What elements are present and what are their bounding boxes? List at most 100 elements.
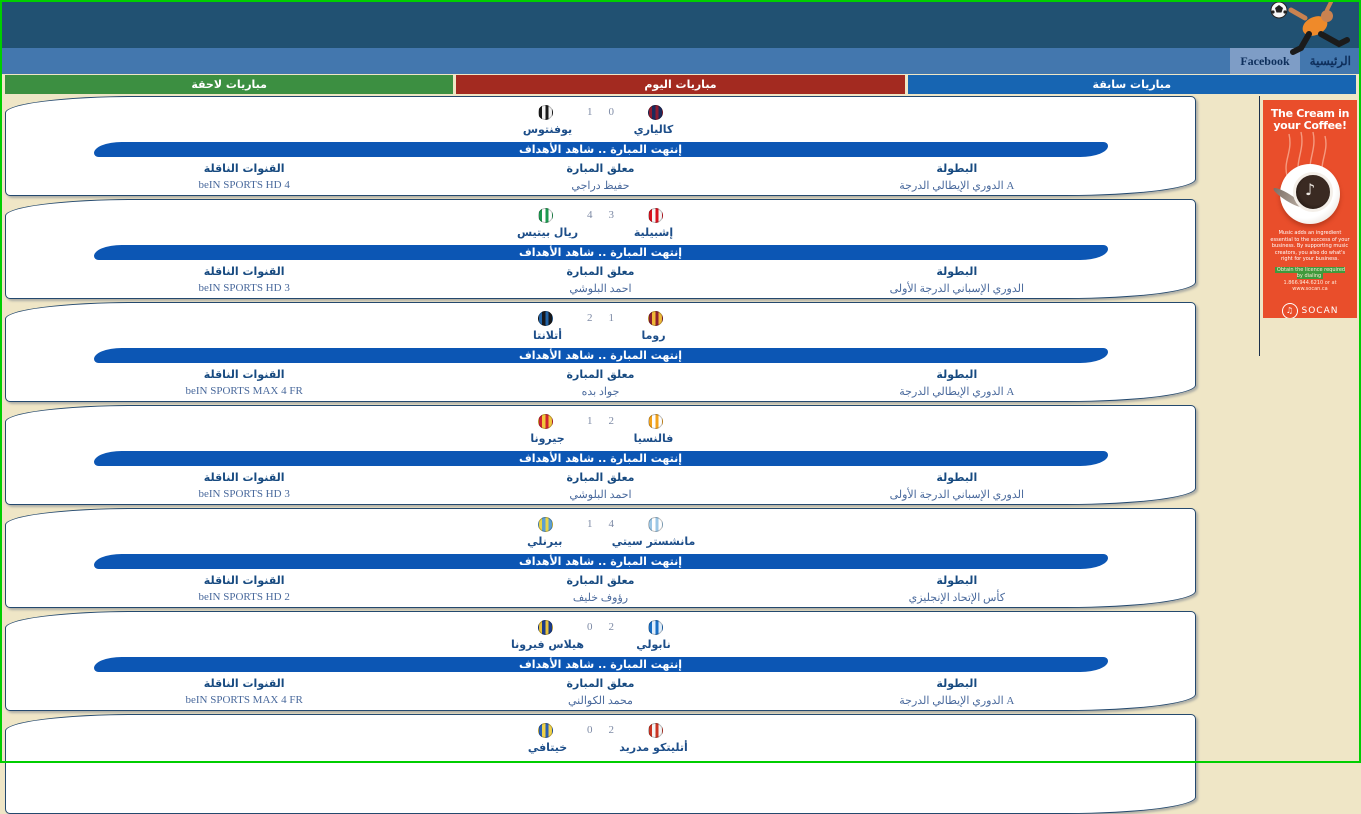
score-row: 4 3 [6, 200, 1195, 223]
socan-brand-row: ♫ SOCAN [1263, 302, 1357, 318]
tab-previous-matches[interactable]: مباريات سابقة [907, 75, 1356, 94]
team-names-row: ريال بيتيس إشبيلية [6, 226, 1195, 242]
score-right: 1 [608, 312, 615, 324]
team-name-left[interactable]: خيتافي [527, 741, 568, 754]
league-column: البطولة الدوري الإيطالي الدرجة A [779, 162, 1135, 192]
team-names-row: يوفنتوس كالياري [6, 123, 1195, 139]
team-name-right[interactable]: روما [641, 329, 666, 342]
score-left: 1 [587, 415, 593, 427]
team-logo [538, 516, 553, 532]
team-logo [648, 310, 663, 326]
match-tabs: مباريات لاحقة مباريات اليوم مباريات سابق… [5, 75, 1356, 94]
watch-goals-banner[interactable]: إنتهت المبارة .. شاهد الأهداف [93, 245, 1108, 260]
channels-column: القنوات الناقلة beIN SPORTS MAX 4 FR [66, 677, 422, 707]
team-logo [538, 413, 553, 429]
team-name-right[interactable]: فالنسيا [633, 432, 674, 445]
league-column: البطولة الدوري الإسباني الدرجة الأولى [779, 265, 1135, 295]
team-name-left[interactable]: جيرونا [530, 432, 565, 445]
tab-upcoming-matches[interactable]: مباريات لاحقة [5, 75, 454, 94]
channels-label: القنوات الناقلة [203, 368, 285, 381]
channels-label: القنوات الناقلة [203, 471, 285, 484]
channels-column: القنوات الناقلة beIN SPORTS MAX 4 FR [66, 368, 422, 398]
score-row: 0 2 [6, 715, 1195, 738]
match-info-row: القنوات الناقلة beIN SPORTS HD 3 معلق ال… [6, 471, 1195, 501]
commentator-column: معلق المبارة رؤوف خليف [422, 574, 778, 604]
channels-label: القنوات الناقلة [203, 677, 285, 690]
ad-body-text: Music adds an ingredient essential to th… [1270, 230, 1350, 262]
channel-value: beIN SPORTS MAX 4 FR [185, 385, 303, 397]
team-logo [538, 722, 553, 738]
league-label: البطولة [936, 162, 978, 175]
score-right: 2 [608, 415, 615, 427]
match-info-row: القنوات الناقلة beIN SPORTS MAX 4 FR معل… [6, 677, 1195, 707]
team-logo [538, 104, 553, 120]
channels-column: القنوات الناقلة beIN SPORTS HD 3 [66, 471, 422, 501]
team-name-left[interactable]: أتلانتا [532, 329, 562, 342]
score-left: 4 [587, 209, 593, 221]
team-name-right[interactable]: أتليتكو مدريد [619, 741, 688, 754]
match-card: 2 1 أتلانتا روما إنتهت المبارة .. شاهد ا… [5, 302, 1196, 402]
commentator-value: احمد البلوشي [569, 283, 632, 295]
match-card: 1 0 يوفنتوس كالياري إنتهت المبارة .. شاه… [5, 96, 1196, 196]
commentator-value: حفيظ دراجي [571, 180, 630, 192]
team-name-left[interactable]: ريال بيتيس [516, 226, 579, 239]
sidebar-divider [1259, 96, 1260, 356]
commentator-value: محمد الكوالني [568, 695, 633, 707]
nav-home-link[interactable]: الرئيسية [1309, 53, 1351, 68]
score-row: 1 0 [6, 97, 1195, 120]
score-left: 0 [587, 621, 593, 633]
watch-goals-banner[interactable]: إنتهت المبارة .. شاهد الأهداف [93, 451, 1108, 466]
league-column: البطولة الدوري الإيطالي الدرجة A [779, 677, 1135, 707]
team-name-left[interactable]: يوفنتوس [522, 123, 573, 136]
commentator-label: معلق المبارة [566, 677, 635, 690]
team-names-row: خيتافي أتليتكو مدريد [6, 741, 1195, 757]
team-name-right[interactable]: مانشستر سيتي [611, 535, 696, 548]
socan-brand-name: SOCAN [1301, 305, 1339, 316]
commentator-label: معلق المبارة [566, 471, 635, 484]
commentator-value: جواد بده [581, 386, 620, 398]
match-card: 0 2 خيتافي أتليتكو مدريد [5, 714, 1196, 814]
socan-ad-banner[interactable]: The Cream in your Coffee! ♪ Music adds an… [1263, 100, 1357, 318]
match-info-row: القنوات الناقلة beIN SPORTS HD 2 معلق ال… [6, 574, 1195, 604]
channels-label: القنوات الناقلة [203, 574, 285, 587]
team-logo [538, 310, 553, 326]
watch-goals-banner[interactable]: إنتهت المبارة .. شاهد الأهداف [93, 657, 1108, 672]
league-value: كأس الإتحاد الإنجليزي [908, 592, 1006, 604]
team-name-right[interactable]: نابولي [636, 638, 671, 651]
channels-label: القنوات الناقلة [203, 162, 285, 175]
nav-facebook-link[interactable]: Facebook [1230, 48, 1300, 74]
tab-today-matches[interactable]: مباريات اليوم [456, 75, 905, 94]
score-row: 1 2 [6, 406, 1195, 429]
team-name-left[interactable]: هيلاس فيرونا [510, 638, 585, 651]
channels-column: القنوات الناقلة beIN SPORTS HD 4 [66, 162, 422, 192]
channel-value: beIN SPORTS HD 4 [198, 179, 290, 191]
channels-column: القنوات الناقلة beIN SPORTS HD 3 [66, 265, 422, 295]
match-info-row: القنوات الناقلة beIN SPORTS HD 3 معلق ال… [6, 265, 1195, 295]
watch-goals-banner[interactable]: إنتهت المبارة .. شاهد الأهداف [93, 554, 1108, 569]
team-name-right[interactable]: كالياري [633, 123, 674, 136]
header-bar [0, 0, 1361, 48]
team-logo [648, 207, 663, 223]
team-logo [648, 722, 663, 738]
match-list: 1 0 يوفنتوس كالياري إنتهت المبارة .. شاه… [5, 96, 1196, 814]
league-value: الدوري الإيطالي الدرجة A [899, 695, 1015, 707]
team-logo [648, 413, 663, 429]
soccer-player-graphic [1270, 0, 1350, 55]
league-column: البطولة الدوري الإسباني الدرجة الأولى [779, 471, 1135, 501]
watch-goals-banner[interactable]: إنتهت المبارة .. شاهد الأهداف [93, 142, 1108, 157]
team-name-right[interactable]: إشبيلية [633, 226, 674, 239]
channel-value: beIN SPORTS HD 3 [198, 488, 290, 500]
team-name-left[interactable]: بيرنلي [527, 535, 563, 548]
coffee-cup-illustration: ♪ [1263, 131, 1357, 228]
team-names-row: هيلاس فيرونا نابولي [6, 638, 1195, 654]
league-value: الدوري الإسباني الدرجة الأولى [889, 489, 1025, 501]
score-left: 1 [587, 106, 593, 118]
ad-cta-text: Obtain the licence required by dialing 1.… [1274, 266, 1346, 292]
match-info-row: القنوات الناقلة beIN SPORTS HD 4 معلق ال… [6, 162, 1195, 192]
commentator-label: معلق المبارة [566, 574, 635, 587]
league-label: البطولة [936, 677, 978, 690]
commentator-value: رؤوف خليف [572, 592, 629, 604]
score-left: 1 [587, 518, 593, 530]
nav-bar: Facebook الرئيسية [0, 48, 1361, 74]
watch-goals-banner[interactable]: إنتهت المبارة .. شاهد الأهداف [93, 348, 1108, 363]
